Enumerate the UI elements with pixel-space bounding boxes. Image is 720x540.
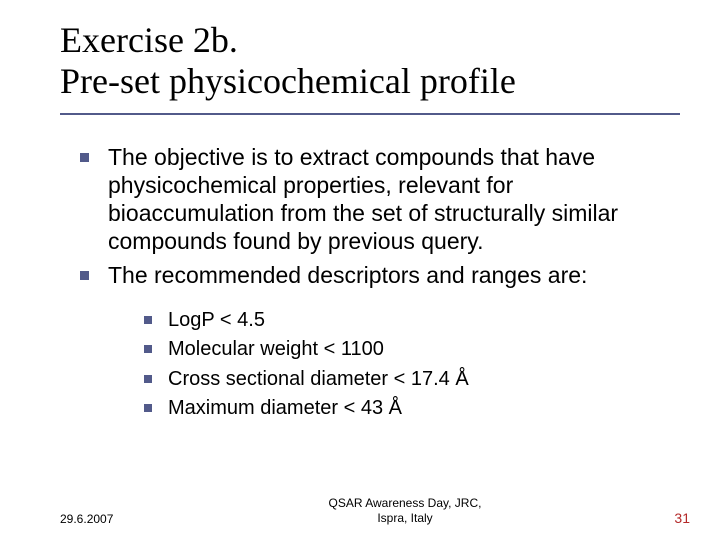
footer-center-line1: QSAR Awareness Day, JRC, xyxy=(329,496,482,510)
list-item: The objective is to extract compounds th… xyxy=(80,143,680,255)
bullet-text: The recommended descriptors and ranges a… xyxy=(108,262,587,288)
footer-date: 29.6.2007 xyxy=(60,512,150,526)
bullet-text: Cross sectional diameter < 17.4 Å xyxy=(168,368,469,390)
footer-center-line2: Ispra, Italy xyxy=(377,511,432,525)
title-block: Exercise 2b. Pre-set physicochemical pro… xyxy=(60,20,680,115)
list-item: Cross sectional diameter < 17.4 Å xyxy=(144,366,680,392)
bullet-text: Maximum diameter < 43 Å xyxy=(168,397,402,419)
list-item: Molecular weight < 1100 xyxy=(144,336,680,362)
footer-center: QSAR Awareness Day, JRC, Ispra, Italy xyxy=(150,496,660,526)
bullet-text: LogP < 4.5 xyxy=(168,309,265,331)
slide-title: Exercise 2b. Pre-set physicochemical pro… xyxy=(60,20,680,103)
list-item: Maximum diameter < 43 Å xyxy=(144,395,680,421)
slide-footer: 29.6.2007 QSAR Awareness Day, JRC, Ispra… xyxy=(0,496,720,526)
bullet-list-level1: The objective is to extract compounds th… xyxy=(80,143,680,289)
bullet-text: Molecular weight < 1100 xyxy=(168,338,384,360)
list-item: The recommended descriptors and ranges a… xyxy=(80,261,680,289)
footer-page-number: 31 xyxy=(660,510,690,526)
title-line-2: Pre-set physicochemical profile xyxy=(60,61,516,101)
slide: Exercise 2b. Pre-set physicochemical pro… xyxy=(0,0,720,540)
list-item: LogP < 4.5 xyxy=(144,307,680,333)
title-line-1: Exercise 2b. xyxy=(60,20,238,60)
bullet-list-level2: LogP < 4.5 Molecular weight < 1100 Cross… xyxy=(144,307,680,422)
bullet-text: The objective is to extract compounds th… xyxy=(108,144,618,254)
